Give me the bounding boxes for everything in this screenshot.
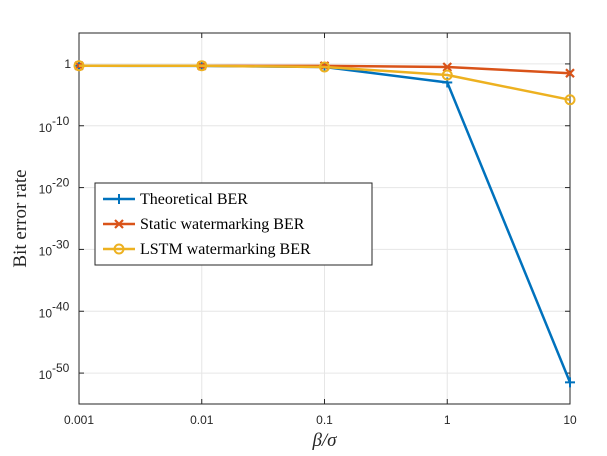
marker-stroke: [114, 219, 124, 229]
legend-marker: [114, 219, 124, 229]
x-tick-label: 10: [563, 413, 577, 427]
data-point: [565, 377, 575, 388]
data-point: [564, 94, 576, 106]
data-point: [441, 69, 453, 81]
y-tick-label: 10: [39, 183, 53, 197]
legend-label: Static watermarking BER: [140, 216, 305, 233]
y-tick-exponent: -50: [52, 361, 70, 375]
y-tick-label: 10: [39, 368, 53, 382]
y-tick-exponent: -40: [52, 299, 70, 313]
x-tick-label: 0.01: [190, 413, 214, 427]
y-tick-label: 10: [39, 244, 53, 258]
legend-item: LSTM watermarking BER: [103, 241, 311, 258]
series-group: [73, 60, 576, 388]
legend-label: LSTM watermarking BER: [140, 241, 311, 258]
y-tick-exponent: -10: [52, 114, 70, 128]
x-tick-label: 1: [444, 413, 451, 427]
x-tick-label: 0.001: [64, 413, 94, 427]
y-tick-label: 10: [39, 121, 53, 135]
y-tick-exponent: -20: [52, 176, 70, 190]
data-point: [442, 62, 453, 72]
y-tick-exponent: -30: [52, 237, 70, 251]
legend: Theoretical BER Static watermarking BER LS…: [94, 182, 373, 266]
legend-marker: [114, 194, 124, 204]
y-tick-label: 1: [64, 57, 71, 71]
legend-label: Theoretical BER: [140, 191, 248, 208]
x-tick-label: 0.1: [316, 413, 333, 427]
legend-marker: [113, 243, 125, 255]
series-line: [79, 64, 571, 102]
y-axis-label: Bit error rate: [10, 169, 31, 267]
legend-box: [94, 182, 373, 266]
data-point: [319, 61, 330, 73]
series-3: [73, 60, 576, 106]
data-point: [565, 68, 575, 78]
legend-item: Static watermarking BER: [103, 216, 305, 233]
legend-item: Theoretical BER: [103, 191, 248, 208]
marker-stroke: [442, 62, 453, 72]
marker-stroke: [565, 68, 575, 78]
data-point: [196, 60, 208, 72]
data-point: [73, 60, 85, 72]
x-axis-label: β/σ: [311, 430, 337, 451]
y-tick-label: 10: [39, 306, 53, 320]
